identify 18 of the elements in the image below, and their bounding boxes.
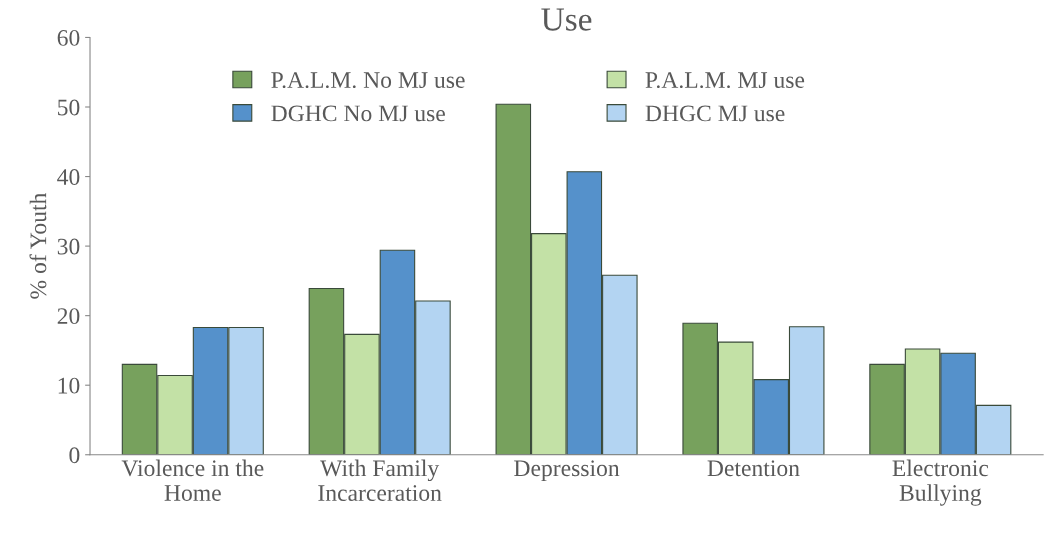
- x-tick-label: Detention: [707, 460, 800, 477]
- y-tick-label: 10: [58, 377, 80, 394]
- y-tick-label: 20: [57, 308, 80, 325]
- y-tick-label: 50: [58, 99, 80, 116]
- x-tick-label: With Family Incarceration: [318, 459, 442, 501]
- y-tick-label: 60: [57, 29, 80, 46]
- legend-label: P.A.L.M. MJ use: [645, 72, 805, 89]
- y-tick-label: 30: [57, 238, 80, 255]
- legend-label: DHGC MJ use: [645, 105, 785, 122]
- y-tick-label: 0: [69, 447, 80, 464]
- y-tick-label: 40: [57, 169, 80, 185]
- x-tick-label: Electronic Bullying: [892, 459, 989, 506]
- legend-label: P.A.L.M. No MJ use: [271, 72, 465, 89]
- chart-title: Use: [541, 8, 592, 31]
- legend-label: DGHC No MJ use: [271, 105, 445, 122]
- x-tick-label: Depression: [514, 460, 620, 482]
- y-axis-title: % of Youth: [29, 192, 47, 299]
- x-tick-label: Violence in the Home: [121, 459, 264, 501]
